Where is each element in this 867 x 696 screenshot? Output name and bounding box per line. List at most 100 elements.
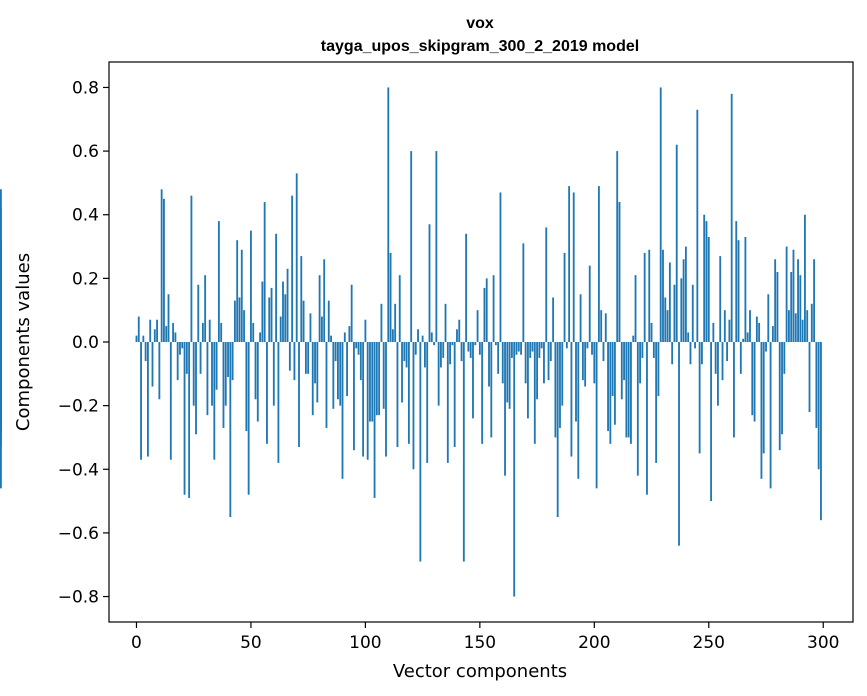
y-tick-label: −0.6 — [58, 524, 99, 544]
bar — [199, 342, 202, 374]
bar — [781, 342, 783, 435]
bar — [424, 342, 426, 368]
y-tick-label: −0.8 — [58, 588, 99, 608]
bar — [820, 342, 822, 521]
bar — [304, 342, 307, 374]
bar — [369, 342, 371, 422]
bar — [364, 319, 367, 342]
bar — [137, 316, 140, 342]
bar — [142, 335, 145, 342]
bar — [350, 284, 353, 342]
bar — [190, 195, 193, 342]
bar — [739, 342, 742, 374]
bar — [243, 310, 245, 342]
bar — [609, 342, 612, 444]
bar — [616, 151, 619, 342]
chart-title: vox — [466, 15, 494, 32]
bar — [197, 284, 200, 342]
bar — [604, 313, 607, 342]
bar — [680, 278, 683, 342]
bar — [295, 173, 298, 342]
bar — [373, 342, 376, 498]
bar — [398, 275, 401, 342]
bar — [726, 342, 729, 362]
bar — [572, 192, 575, 342]
bar — [293, 342, 296, 381]
x-tick-label: 100 — [349, 633, 381, 653]
bar — [561, 342, 564, 406]
bar — [149, 319, 152, 342]
bar — [163, 198, 165, 342]
bar — [405, 342, 408, 368]
bar — [531, 342, 534, 352]
bar — [181, 342, 184, 349]
bar — [623, 342, 625, 381]
bar — [403, 342, 406, 362]
bar — [277, 342, 280, 463]
bar — [671, 342, 674, 365]
bar — [634, 275, 637, 342]
bar — [382, 342, 385, 409]
bar — [348, 326, 351, 342]
bar — [774, 259, 777, 342]
bar — [419, 342, 422, 562]
bar — [581, 342, 584, 381]
bar — [227, 342, 229, 377]
bar — [346, 342, 348, 397]
bar — [291, 195, 294, 342]
bar — [639, 342, 642, 384]
bar — [524, 342, 527, 384]
bar — [389, 252, 392, 342]
bar — [213, 342, 216, 460]
bar — [245, 342, 248, 432]
bar — [391, 329, 394, 342]
bar — [678, 342, 680, 546]
bar — [556, 342, 559, 517]
bar — [597, 186, 600, 342]
bar — [646, 342, 648, 495]
bar — [355, 342, 358, 349]
bar — [387, 87, 390, 342]
bar — [300, 256, 303, 342]
bar — [540, 342, 543, 349]
bar — [652, 342, 655, 358]
bar — [412, 342, 415, 470]
bar — [284, 294, 287, 342]
bar — [334, 342, 337, 362]
bar — [492, 275, 495, 342]
bar — [261, 281, 264, 342]
bar — [742, 338, 745, 342]
bar — [327, 300, 330, 342]
bar — [311, 342, 314, 416]
bar — [577, 342, 580, 479]
bar — [206, 342, 209, 416]
bar — [302, 300, 305, 342]
bar — [204, 275, 207, 342]
x-tick-label: 0 — [131, 633, 142, 653]
bar — [513, 342, 516, 597]
bar — [366, 342, 369, 460]
bar — [309, 313, 312, 342]
bar — [794, 313, 797, 342]
bar — [185, 342, 188, 374]
bar — [632, 335, 635, 342]
bar — [813, 259, 815, 342]
bar — [600, 310, 603, 342]
x-axis-label: Vector components — [393, 661, 567, 682]
bar — [238, 297, 241, 342]
bar — [325, 342, 328, 428]
bar — [520, 342, 522, 355]
bar — [611, 342, 614, 397]
bar — [320, 316, 323, 342]
bar — [158, 342, 161, 400]
x-tick-label: 150 — [464, 633, 496, 653]
bar — [760, 342, 763, 479]
bar — [508, 342, 511, 409]
bar — [460, 342, 463, 362]
bar — [563, 252, 566, 342]
y-tick-label: 0.4 — [72, 206, 99, 226]
bar — [806, 310, 809, 342]
bar — [266, 342, 268, 444]
bar — [536, 342, 538, 400]
bar — [176, 342, 179, 381]
